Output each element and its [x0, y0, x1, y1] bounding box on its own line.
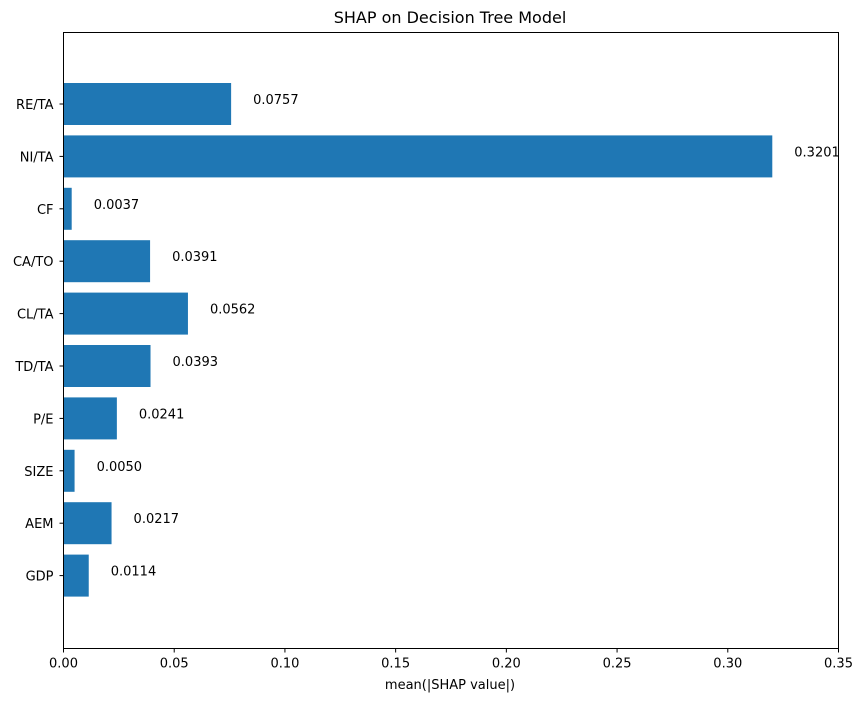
y-tick-label: GDP: [26, 570, 54, 585]
value-label: 0.0217: [134, 512, 180, 527]
x-tick-label: 0.20: [492, 657, 521, 672]
bar-cl-ta: [63, 292, 188, 335]
plot-frame: [63, 32, 839, 649]
value-label: 0.0393: [173, 355, 219, 370]
y-tick-label: CF: [37, 203, 54, 218]
y-tick-label: CL/TA: [17, 308, 54, 323]
value-label: 0.0037: [94, 198, 140, 213]
value-label: 0.0114: [111, 565, 157, 580]
x-tick-label: 0.30: [713, 657, 742, 672]
value-label: 0.0757: [253, 93, 299, 108]
x-axis: 0.00 0.05 0.10 0.15 0.20 0.25 0.30 0.35: [49, 648, 853, 672]
y-tick-label: NI/TA: [20, 150, 54, 165]
y-tick-label: AEM: [25, 517, 53, 532]
y-tick-label: RE/TA: [16, 98, 54, 113]
y-tick-label: SIZE: [24, 465, 53, 480]
value-label: 0.0562: [210, 303, 256, 318]
bar-td-ta: [63, 345, 151, 387]
chart-title: SHAP on Decision Tree Model: [334, 8, 567, 27]
x-tick-label: 0.35: [824, 657, 853, 672]
bar-aem: [63, 502, 112, 545]
value-label: 0.0391: [172, 250, 218, 265]
bar-cf: [63, 187, 72, 230]
x-axis-label: mean(|SHAP value|): [385, 678, 515, 693]
y-axis: RE/TA NI/TA CF CA/TO CL/TA TD/TA P/E SIZE AEM GDP: [13, 98, 64, 585]
bar-ca-to: [63, 240, 151, 283]
bar-size: [63, 449, 75, 492]
y-tick-label: CA/TO: [13, 255, 54, 270]
y-tick-label: P/E: [33, 412, 53, 427]
x-tick-label: 0.00: [49, 657, 78, 672]
bar-gdp: [63, 554, 89, 597]
y-tick-label: TD/TA: [14, 360, 53, 375]
x-tick-label: 0.10: [270, 657, 299, 672]
value-labels-layer: 0.0757 0.3201 0.0037 0.0391 0.0562 0.0393 0.02…: [94, 93, 840, 580]
bars-layer: [63, 83, 773, 597]
bar-ni-ta: [63, 135, 773, 178]
bar-p-e: [63, 397, 117, 440]
x-tick-label: 0.05: [160, 657, 189, 672]
x-tick-label: 0.15: [381, 657, 410, 672]
value-label: 0.0241: [139, 407, 185, 422]
value-label: 0.0050: [97, 460, 143, 475]
value-label: 0.3201: [794, 145, 840, 160]
x-tick-label: 0.25: [603, 657, 632, 672]
bar-re-ta: [63, 83, 232, 125]
